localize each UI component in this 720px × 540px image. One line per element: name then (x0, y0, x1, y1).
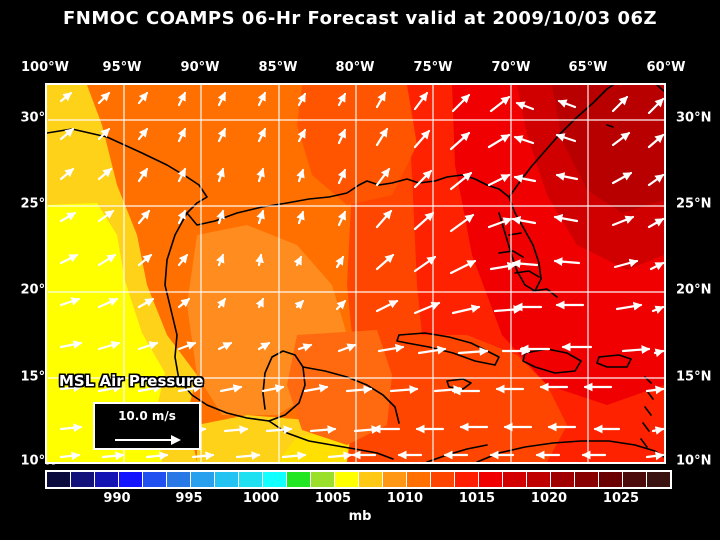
right-arrow-icon (115, 435, 181, 445)
colorbar-tick-1005: 1005 (314, 491, 352, 506)
colorbar-block-8 (239, 472, 263, 487)
colorbar-block-13 (359, 472, 383, 487)
colorbar-block-3 (119, 472, 143, 487)
colorbar-block-18 (479, 472, 503, 487)
colorbar-tick-1025: 1025 (602, 491, 640, 506)
colorbar-block-7 (215, 472, 239, 487)
lon-label-60w: 60°W (646, 60, 686, 75)
colorbar-block-2 (95, 472, 119, 487)
colorbar-block-16 (431, 472, 455, 487)
page-title: FNMOC COAMPS 06-Hr Forecast valid at 200… (62, 8, 658, 29)
colorbar-block-10 (287, 472, 311, 487)
lon-label-65w: 65°W (568, 60, 608, 75)
colorbar-block-15 (407, 472, 431, 487)
lon-label-95w: 95°W (102, 60, 142, 75)
lon-label-80w: 80°W (335, 60, 375, 75)
lat-label-right-30n: 30°N (676, 110, 712, 126)
colorbar-block-12 (335, 472, 359, 487)
lon-label-75w: 75°W (413, 60, 453, 75)
lon-label-90w: 90°W (180, 60, 220, 75)
lon-label-70w: 70°W (491, 60, 531, 75)
wind-vector-key-label: 10.0 m/s (118, 409, 176, 423)
colorbar-block-24 (623, 472, 647, 487)
colorbar-tick-1015: 1015 (458, 491, 496, 506)
colorbar-tick-1020: 1020 (530, 491, 568, 506)
lat-label-right-15n: 15°N (676, 369, 712, 385)
colorbar-tick-1010: 1010 (386, 491, 424, 506)
lon-label-100w: 100°W (21, 60, 69, 75)
colorbar-block-6 (191, 472, 215, 487)
colorbar-block-1 (71, 472, 95, 487)
colorbar-tick-995: 995 (175, 491, 203, 506)
lon-label-85w: 85°W (258, 60, 298, 75)
wind-vector-key: 10.0 m/s (93, 402, 201, 450)
colorbar-block-0 (47, 472, 71, 487)
colorbar-tick-990: 990 (103, 491, 131, 506)
colorbar-block-5 (167, 472, 191, 487)
colorbar-block-9 (263, 472, 287, 487)
colorbar-block-21 (551, 472, 575, 487)
colorbar-block-19 (503, 472, 527, 487)
colorbar-unit-label: mb (348, 509, 372, 524)
colorbar[interactable] (45, 470, 672, 489)
colorbar-block-14 (383, 472, 407, 487)
colorbar-block-23 (599, 472, 623, 487)
colorbar-block-4 (143, 472, 167, 487)
colorbar-block-17 (455, 472, 479, 487)
colorbar-block-11 (311, 472, 335, 487)
wind-vector-field (59, 91, 664, 461)
colorbar-block-25 (647, 472, 670, 487)
colorbar-tick-1000: 1000 (242, 491, 280, 506)
lat-label-right-20n: 20°N (676, 282, 712, 298)
graticule (48, 85, 664, 462)
map-canvas (47, 85, 664, 462)
colorbar-block-22 (575, 472, 599, 487)
colorbar-block-20 (527, 472, 551, 487)
map-plot-area[interactable]: MSL Air Pressure 10.0 m/s (45, 83, 666, 464)
lat-label-right-25n: 25°N (676, 196, 712, 212)
lat-label-right-10n: 10°N (676, 453, 712, 469)
